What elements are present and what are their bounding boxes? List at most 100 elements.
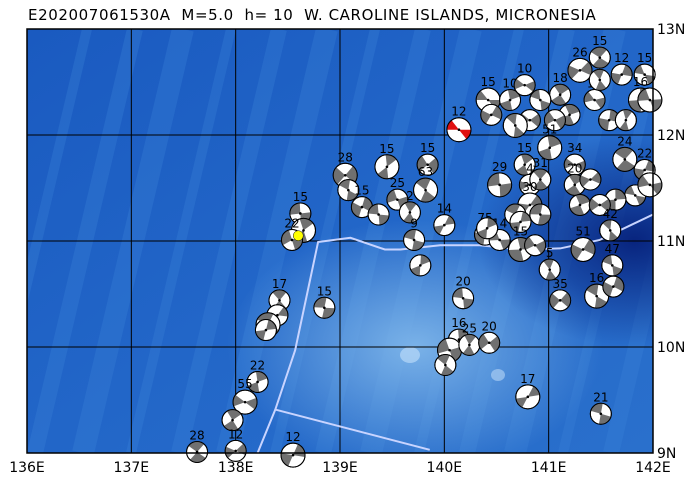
depth-label: 35 (553, 277, 568, 291)
map-title: E202007061530A M=5.0 h= 10 W. CAROLINE I… (28, 6, 597, 24)
focal-mechanism: 15 (633, 51, 656, 86)
depth-label: 15 (637, 51, 652, 65)
depth-label: 51 (575, 224, 590, 238)
plate-boundary-line (256, 213, 653, 453)
focal-mechanism: 55 (232, 377, 258, 415)
depth-label: 14 (437, 202, 452, 216)
focal-mechanism (543, 109, 566, 132)
lon-tick-label: 138E (218, 460, 254, 476)
focal-mechanism: 5 (538, 246, 561, 281)
focal-mechanism (337, 179, 360, 202)
focal-mechanism (568, 193, 591, 216)
depth-label: 12 (451, 105, 466, 119)
focal-mechanism: 29 (487, 160, 513, 198)
depth-label: 18 (553, 71, 568, 85)
depth-label: 24 (617, 134, 632, 148)
depth-label: 31 (533, 156, 548, 170)
focal-mechanism: 2 (398, 189, 421, 224)
focal-mechanism: 22 (246, 358, 269, 393)
depth-label: 15 (354, 184, 369, 198)
plate-boundaries (256, 213, 653, 453)
focal-mechanism (367, 203, 390, 226)
lon-tick-label: 137E (114, 460, 150, 476)
focal-mechanism: 26 (567, 45, 593, 83)
focal-mechanism (529, 203, 552, 226)
focal-mechanism: 34 (563, 141, 586, 176)
lat-tick-label: 9N (657, 446, 676, 462)
depth-label: 28 (189, 428, 204, 442)
focal-mechanism (480, 103, 503, 126)
lat-tick-label: 12N (657, 128, 685, 144)
epicenter-marker (293, 230, 304, 241)
lon-tick-label: 136E (9, 460, 45, 476)
depth-label: 25 (462, 321, 477, 335)
focal-mechanism (509, 210, 532, 233)
depth-label: 22 (250, 358, 265, 372)
focal-mechanism (614, 109, 637, 132)
lon-tick-label: 139E (322, 460, 358, 476)
focal-mechanism: 15 (313, 284, 336, 319)
focal-mechanism: 63 (413, 165, 439, 203)
depth-label: 42 (603, 207, 618, 221)
focal-mechanism: 24 (612, 134, 638, 172)
focal-mechanism: 21 (589, 390, 612, 425)
depth-label: 15 (592, 34, 607, 48)
depth-label: 28 (338, 150, 353, 164)
focal-mechanism: 15 (289, 190, 312, 225)
focal-mechanism (221, 409, 244, 432)
depth-label: 22 (637, 146, 652, 160)
lon-tick-label: 142E (635, 460, 671, 476)
focal-mechanism (588, 68, 611, 91)
depth-label: 30 (522, 180, 537, 194)
plate-boundary-line (275, 408, 430, 451)
focal-mechanism: 47 (601, 242, 624, 277)
depth-label: 15 (293, 190, 308, 204)
focal-mechanism: 10 (499, 77, 522, 112)
focal-mechanism (637, 87, 663, 113)
focal-mechanism: 14 (433, 202, 456, 237)
map-frame (26, 28, 654, 454)
depth-label: 10 (517, 62, 532, 76)
depth-label: 12 (285, 430, 300, 444)
focal-mechanism: 51 (537, 123, 563, 161)
focal-mechanism: 9 (403, 216, 426, 251)
focal-mechanism: 28 (186, 428, 209, 463)
lon-tick-label: 140E (427, 460, 463, 476)
focal-mechanism (476, 217, 499, 240)
focal-mechanism: 16 (584, 271, 610, 309)
depth-label: 29 (492, 160, 507, 174)
lon-tick-label: 141E (531, 460, 567, 476)
depth-label: 16 (633, 75, 648, 89)
depth-label: 15 (317, 284, 332, 298)
depth-label: 15 (379, 142, 394, 156)
depth-label: 17 (520, 372, 535, 386)
depth-label: 20 (455, 275, 470, 289)
depth-label: 16 (589, 271, 604, 285)
focal-mechanism (588, 193, 611, 216)
focal-mechanism (529, 89, 552, 112)
focal-mechanism: 15 (416, 141, 439, 176)
focal-mechanism: 31 (529, 156, 552, 191)
focal-mechanism: 10 (513, 62, 536, 97)
depth-label: 20 (567, 161, 582, 175)
focal-mechanism: 17 (515, 372, 541, 410)
depth-label: 15 (481, 75, 496, 89)
focal-mechanism: 42 (599, 207, 622, 242)
depth-label: 51 (542, 123, 557, 137)
depth-label: 55 (237, 377, 252, 391)
depth-label: 21 (593, 390, 608, 404)
focal-mechanism (434, 354, 457, 377)
depth-label: 34 (567, 141, 582, 155)
focal-mechanism: 20 (478, 319, 501, 354)
depth-label: 5 (546, 246, 554, 260)
lat-tick-label: 10N (657, 340, 685, 356)
depth-label: 2 (406, 189, 414, 203)
depth-label: 26 (572, 45, 587, 59)
focal-mechanism: 12 (280, 430, 306, 468)
focal-mechanism: 15 (374, 142, 400, 180)
depth-label: 12 (228, 427, 243, 441)
focal-mechanism (524, 234, 547, 257)
focal-mechanism (254, 319, 277, 342)
axis-labels: 136E 137E 138E 139E 140E 141E 142E 13N 12N 11N 10N… (9, 22, 685, 476)
